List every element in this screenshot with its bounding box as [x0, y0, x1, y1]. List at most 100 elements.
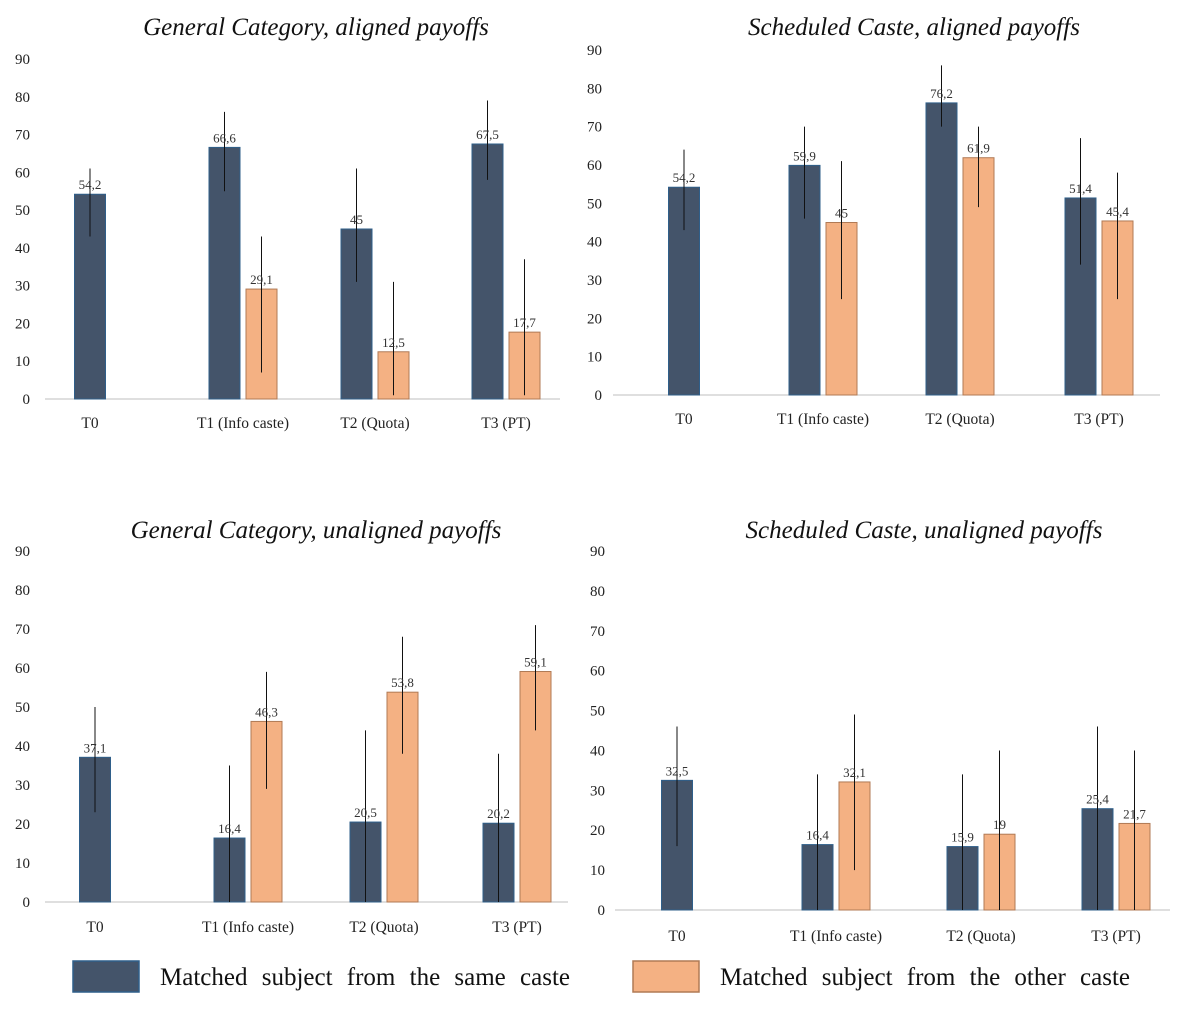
data-label: 66,6	[213, 130, 236, 145]
data-label: 54,2	[79, 177, 102, 192]
y-tick-label: 30	[15, 279, 30, 295]
y-tick-label: 40	[587, 235, 602, 251]
y-tick-label: 60	[15, 661, 30, 677]
y-tick-label: 10	[15, 354, 30, 370]
data-label: 25,4	[1086, 792, 1109, 807]
x-tick-label: T1 (Info caste)	[197, 415, 289, 432]
x-tick-label: T3 (PT)	[481, 415, 531, 432]
x-tick-label: T0	[675, 411, 692, 428]
y-tick-label: 80	[587, 81, 602, 97]
panel-scheduled-aligned: Scheduled Caste, aligned payoffs 0 10 20 30 4…	[587, 14, 1160, 428]
legend-label-same-caste: Matched subject from the same caste	[160, 964, 570, 991]
y-tick-label: 10	[587, 350, 602, 366]
data-label: 19	[993, 817, 1006, 832]
y-tick-label: 10	[590, 863, 605, 879]
y-tick-label: 20	[590, 823, 605, 839]
x-tick-label: T1 (Info caste)	[202, 919, 294, 936]
y-tick-label: 80	[15, 583, 30, 599]
chart-title: Scheduled Caste, aligned payoffs	[748, 14, 1080, 41]
y-tick-label: 0	[23, 895, 31, 911]
data-label: 21,7	[1123, 806, 1146, 821]
x-tick-label: T1 (Info caste)	[790, 928, 882, 945]
data-label: 45,4	[1106, 204, 1129, 219]
bar-same-caste	[471, 143, 504, 400]
data-label: 32,1	[843, 765, 866, 780]
y-tick-label: 70	[590, 624, 605, 640]
x-tick-label: T0	[668, 928, 685, 945]
data-label: 76,2	[930, 86, 953, 101]
x-tick-label: T3 (PT)	[1074, 411, 1124, 428]
y-tick-label: 90	[587, 43, 602, 59]
chart-title: General Category, unaligned payoffs	[131, 517, 502, 544]
data-label: 17,7	[513, 315, 536, 330]
data-label: 32,5	[666, 763, 689, 778]
chart-title: Scheduled Caste, unaligned payoffs	[746, 517, 1103, 544]
y-tick-label: 80	[590, 584, 605, 600]
y-tick-label: 20	[15, 817, 30, 833]
y-tick-label: 50	[15, 700, 30, 716]
y-tick-label: 60	[15, 165, 30, 181]
data-label: 16,4	[806, 828, 829, 843]
data-label: 61,9	[967, 141, 990, 156]
bar-same-caste	[925, 102, 958, 396]
data-label: 46,3	[255, 704, 278, 719]
legend-label-other-caste: Matched subject from the other caste	[720, 964, 1130, 991]
data-label: 45	[835, 206, 848, 221]
y-tick-label: 80	[15, 90, 30, 106]
x-tick-label: T1 (Info caste)	[777, 411, 869, 428]
data-label: 12,5	[382, 335, 405, 350]
data-label: 15,9	[951, 830, 974, 845]
y-tick-label: 30	[587, 273, 602, 289]
x-tick-label: T0	[86, 919, 103, 936]
chart-title: General Category, aligned payoffs	[143, 14, 489, 41]
y-tick-label: 70	[587, 120, 602, 136]
legend: Matched subject from the same caste Matc…	[72, 960, 1130, 993]
y-tick-label: 50	[590, 704, 605, 720]
y-tick-label: 20	[15, 316, 30, 332]
data-label: 20,5	[354, 805, 377, 820]
y-tick-label: 10	[15, 856, 30, 872]
data-label: 53,8	[391, 675, 414, 690]
y-tick-label: 30	[15, 778, 30, 794]
data-label: 59,1	[524, 655, 547, 670]
x-tick-label: T0	[81, 415, 98, 432]
y-tick-label: 70	[15, 128, 30, 144]
data-label: 51,4	[1069, 181, 1092, 196]
legend-swatch-other-caste	[632, 960, 700, 993]
panel-general-aligned: General Category, aligned payoffs 0 10 20 30…	[15, 14, 560, 432]
y-tick-label: 40	[15, 241, 30, 257]
panel-scheduled-unaligned: Scheduled Caste, unaligned payoffs 0 10 20 3…	[590, 517, 1170, 945]
data-label: 16,4	[218, 821, 241, 836]
y-tick-label: 0	[23, 392, 31, 408]
data-label: 29,1	[250, 272, 273, 287]
y-tick-label: 90	[15, 544, 30, 560]
y-tick-label: 70	[15, 622, 30, 638]
x-tick-label: T3 (PT)	[492, 919, 542, 936]
x-tick-label: T2 (Quota)	[946, 928, 1015, 945]
y-tick-label: 20	[587, 311, 602, 327]
y-tick-label: 60	[590, 664, 605, 680]
data-label: 20,2	[487, 806, 510, 821]
data-label: 45	[350, 212, 363, 227]
y-tick-label: 30	[590, 783, 605, 799]
data-label: 67,5	[476, 127, 499, 142]
data-label: 59,9	[793, 148, 816, 163]
data-label: 54,2	[673, 170, 696, 185]
y-tick-label: 0	[598, 903, 606, 919]
bar-other-caste	[962, 157, 995, 396]
x-tick-label: T2 (Quota)	[340, 415, 409, 432]
y-tick-label: 50	[15, 203, 30, 219]
y-tick-label: 0	[595, 388, 603, 404]
x-tick-label: T3 (PT)	[1091, 928, 1141, 945]
legend-swatch-same-caste	[72, 960, 140, 993]
y-tick-label: 40	[15, 739, 30, 755]
y-tick-label: 50	[587, 196, 602, 212]
y-tick-label: 90	[15, 52, 30, 68]
panel-general-unaligned: General Category, unaligned payoffs 0 10 20…	[15, 517, 568, 936]
y-tick-label: 60	[587, 158, 602, 174]
data-label: 37,1	[84, 740, 107, 755]
x-tick-label: T2 (Quota)	[925, 411, 994, 428]
x-tick-label: T2 (Quota)	[349, 919, 418, 936]
y-tick-label: 90	[590, 544, 605, 560]
